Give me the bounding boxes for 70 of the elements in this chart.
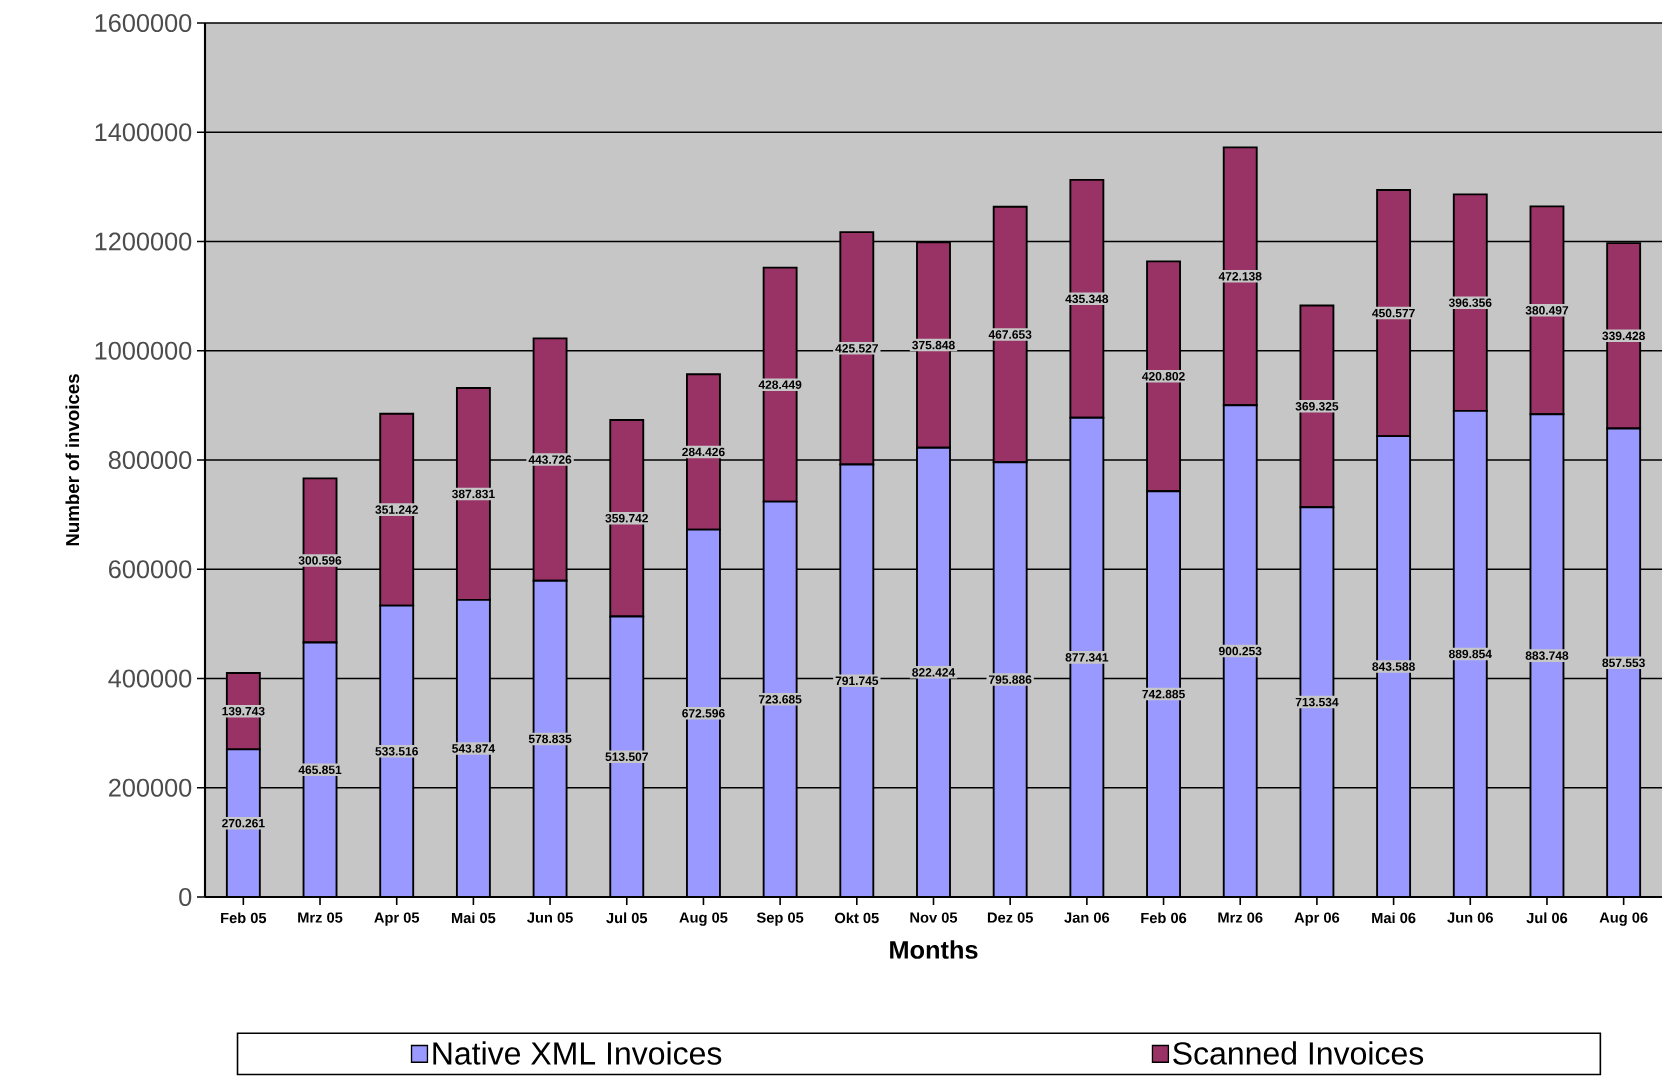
data-label: 533.516 — [375, 747, 418, 756]
y-tick-label: 1200000 — [95, 232, 192, 251]
x-tick-label: Jul 06 — [1526, 912, 1568, 924]
x-tick-label: Aug 05 — [679, 912, 728, 926]
x-tick-label: Jan 06 — [1064, 912, 1110, 923]
data-label: 513.507 — [605, 752, 648, 761]
data-label: 387.831 — [451, 489, 495, 499]
data-label: 443.726 — [528, 455, 572, 464]
data-label: 889.854 — [1448, 649, 1492, 659]
data-label: 284.426 — [682, 447, 725, 457]
data-label: 723.685 — [758, 695, 802, 704]
data-label: 425.527 — [835, 344, 878, 353]
y-tick-label: 0 — [179, 888, 192, 906]
data-label: 877.341 — [1065, 653, 1109, 662]
x-tick-label: Jul 05 — [606, 912, 648, 924]
data-label: 742.885 — [1142, 689, 1185, 699]
x-tick-label: Dez 05 — [987, 912, 1033, 923]
x-tick-label: Jun 05 — [527, 912, 573, 923]
y-tick-label: 1400000 — [95, 123, 192, 142]
data-label: 672.596 — [682, 709, 725, 718]
y-axis-title: Number of invoices — [65, 374, 80, 546]
data-label: 420.802 — [1142, 372, 1185, 381]
x-tick-label: Feb 06 — [1141, 912, 1187, 924]
x-tick-label: Aug 06 — [1599, 912, 1648, 926]
data-label: 380.497 — [1525, 306, 1569, 315]
data-label: 713.534 — [1295, 697, 1339, 707]
x-tick-label: Nov 05 — [910, 912, 958, 923]
x-tick-label: Mrz 05 — [298, 912, 343, 923]
data-label: 351.242 — [375, 505, 418, 514]
x-tick-label: Mrz 06 — [1218, 912, 1263, 923]
data-label: 369.325 — [1295, 402, 1339, 411]
data-label: 795.886 — [989, 675, 1032, 684]
data-label: 375.848 — [912, 340, 955, 350]
x-tick-label: Sep 05 — [756, 912, 804, 926]
data-label: 843.588 — [1372, 662, 1415, 671]
legend-label: Native XML Invoices — [433, 1041, 722, 1065]
x-axis-title: Months — [890, 940, 978, 959]
data-label: 578.835 — [528, 734, 572, 744]
data-label: 300.596 — [298, 556, 342, 565]
data-label: 139.743 — [222, 706, 265, 716]
y-tick-label: 800000 — [108, 451, 192, 469]
x-tick-label: Apr 06 — [1294, 912, 1340, 926]
data-label: 543.874 — [452, 744, 496, 753]
x-tick-label: Feb 05 — [221, 912, 267, 924]
data-label: 467.653 — [988, 330, 1032, 339]
data-label: 428.449 — [758, 380, 802, 389]
y-tick-label: 1600000 — [95, 14, 192, 32]
legend-label: Scanned Invoices — [1173, 1041, 1424, 1065]
y-tick-label: 200000 — [109, 778, 192, 797]
x-tick-label: Okt 05 — [835, 912, 879, 924]
x-tick-label: Apr 05 — [374, 912, 420, 926]
data-label: 791.745 — [835, 676, 879, 686]
data-label: 822.424 — [912, 668, 956, 677]
data-label: 472.138 — [1218, 272, 1262, 281]
x-tick-label: Mai 06 — [1372, 912, 1416, 924]
data-label: 883.748 — [1525, 651, 1569, 660]
data-label: 450.577 — [1372, 308, 1415, 318]
data-label: 465.851 — [298, 765, 342, 775]
x-tick-label: Jun 06 — [1447, 912, 1493, 923]
y-tick-label: 600000 — [109, 560, 192, 579]
data-label: 435.348 — [1065, 294, 1109, 304]
data-label: 339.428 — [1602, 331, 1645, 341]
y-tick-label: 400000 — [108, 669, 192, 688]
y-tick-label: 1000000 — [95, 341, 192, 360]
data-label: 359.742 — [605, 513, 648, 523]
data-label: 396.356 — [1448, 298, 1492, 307]
data-label: 900.253 — [1218, 646, 1262, 656]
data-label: 857.553 — [1602, 658, 1645, 668]
x-tick-label: Mai 05 — [451, 912, 496, 924]
data-label: 270.261 — [222, 818, 265, 828]
